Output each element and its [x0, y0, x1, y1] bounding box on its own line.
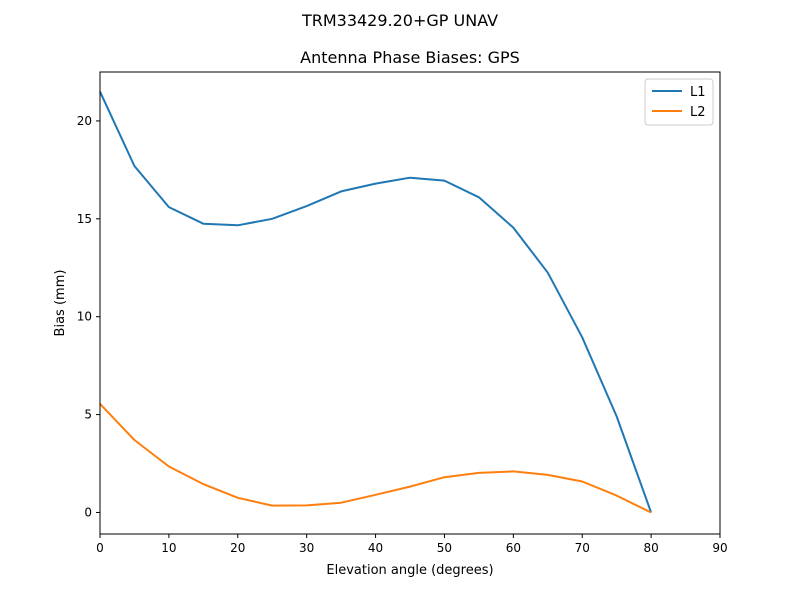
- x-tick-label: 90: [712, 541, 727, 555]
- x-axis-label: Elevation angle (degrees): [326, 563, 493, 578]
- y-tick-label: 15: [77, 212, 92, 226]
- x-tick-label: 0: [96, 541, 104, 555]
- y-tick-label: 20: [77, 114, 92, 128]
- y-tick-label: 5: [84, 408, 92, 422]
- plot-frame: [99, 71, 721, 535]
- y-tick-label: 10: [77, 310, 92, 324]
- legend: L1 L2: [644, 78, 714, 126]
- series-line-l1: [99, 91, 653, 513]
- x-tick-label: 30: [299, 541, 314, 555]
- x-tick-label: 80: [643, 541, 658, 555]
- ticks-layer: 0 10 20 30 40 50 60 70 80 90 0 5 10 15 20: [77, 114, 728, 555]
- y-tick-label: 0: [84, 505, 92, 519]
- series-layer: [99, 91, 653, 514]
- chart-title: Antenna Phase Biases: GPS: [300, 48, 520, 67]
- x-tick-label: 10: [161, 541, 176, 555]
- x-tick-label: 20: [230, 541, 245, 555]
- series-line-l2: [99, 403, 652, 514]
- x-tick-label: 70: [575, 541, 590, 555]
- legend-label-l2: L2: [690, 105, 706, 120]
- chart-suptitle: TRM33429.20+GP UNAV: [301, 11, 498, 30]
- x-tick-label: 60: [506, 541, 521, 555]
- x-tick-label: 50: [437, 541, 452, 555]
- legend-label-l1: L1: [690, 85, 706, 100]
- y-axis-label: Bias (mm): [53, 270, 68, 337]
- x-tick-label: 40: [368, 541, 383, 555]
